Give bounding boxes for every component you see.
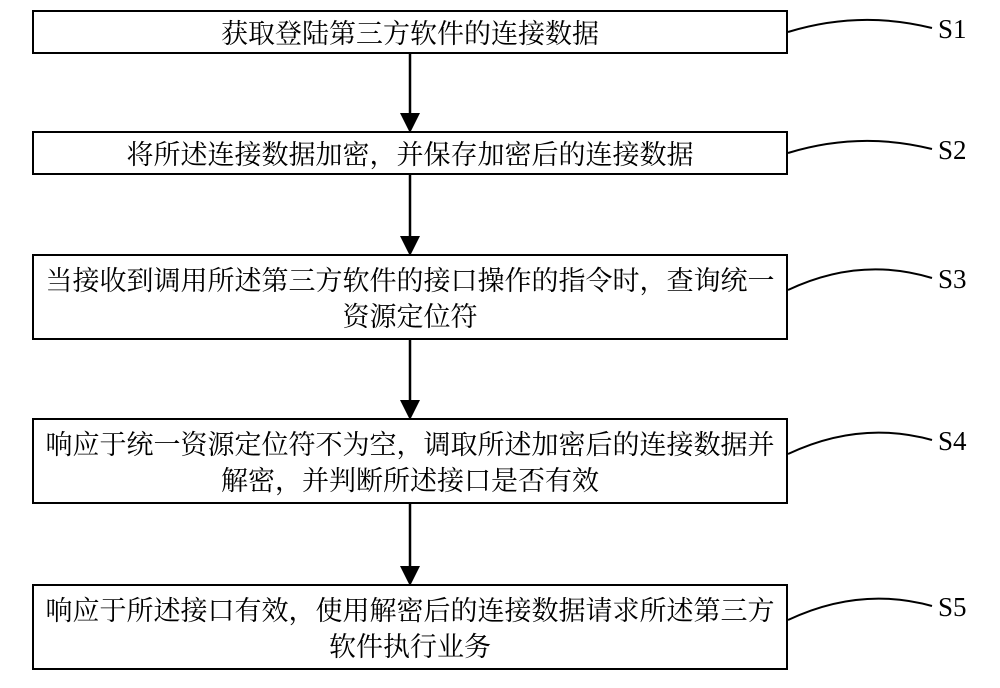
callout-s5 xyxy=(788,599,932,620)
step-label-s5: S5 xyxy=(938,592,967,623)
flow-node-s1: 获取登陆第三方软件的连接数据 xyxy=(32,10,788,54)
step-label-s2: S2 xyxy=(938,135,967,166)
step-label-s3: S3 xyxy=(938,264,967,295)
flow-node-s5-text: 响应于所述接口有效，使用解密后的连接数据请求所述第三方软件执行业务 xyxy=(34,589,786,666)
step-label-s1: S1 xyxy=(938,14,967,45)
flow-node-s2: 将所述连接数据加密，并保存加密后的连接数据 xyxy=(32,131,788,175)
callout-s3 xyxy=(788,269,932,290)
flowchart-canvas: 获取登陆第三方软件的连接数据 将所述连接数据加密，并保存加密后的连接数据 当接收… xyxy=(0,0,1000,688)
flow-node-s3: 当接收到调用所述第三方软件的接口操作的指令时，查询统一资源定位符 xyxy=(32,254,788,340)
callout-s1 xyxy=(788,20,932,32)
flow-node-s4: 响应于统一资源定位符不为空，调取所述加密后的连接数据并解密，并判断所述接口是否有… xyxy=(32,418,788,504)
flow-node-s4-text: 响应于统一资源定位符不为空，调取所述加密后的连接数据并解密，并判断所述接口是否有… xyxy=(34,423,786,500)
flow-node-s2-text: 将所述连接数据加密，并保存加密后的连接数据 xyxy=(119,133,702,173)
callout-s4 xyxy=(788,433,932,454)
flow-node-s3-text: 当接收到调用所述第三方软件的接口操作的指令时，查询统一资源定位符 xyxy=(34,259,786,336)
step-label-s4: S4 xyxy=(938,426,967,457)
flow-node-s5: 响应于所述接口有效，使用解密后的连接数据请求所述第三方软件执行业务 xyxy=(32,584,788,670)
flow-node-s1-text: 获取登陆第三方软件的连接数据 xyxy=(213,12,607,52)
callout-s2 xyxy=(788,141,932,153)
